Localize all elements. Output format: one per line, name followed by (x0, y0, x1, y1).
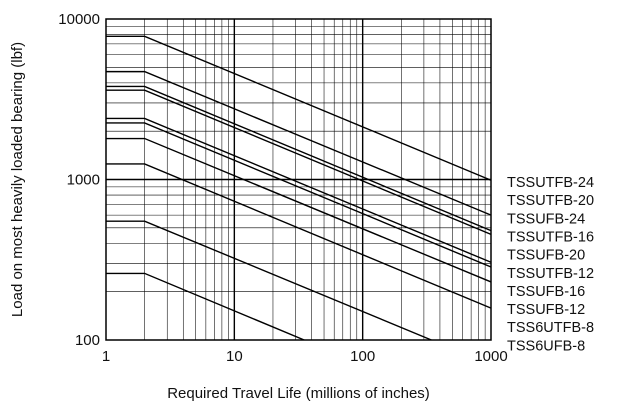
y-axis-label: Load on most heavily loaded bearing (lbf… (9, 42, 26, 317)
series-line (106, 272, 305, 340)
series-label: TSSUTFB-12 (507, 266, 594, 282)
x-axis-label: Required Travel Life (millions of inches… (167, 385, 430, 402)
series-label: TSS6UFB-8 (507, 338, 585, 354)
y-tick-label: 100 (75, 332, 100, 349)
series-lines (106, 35, 491, 340)
series-labels: TSSUTFB-24 TSSUTFB-20 TSSUFB-24 TSSUTFB-16 T… (507, 175, 594, 354)
x-tick-label: 1 (102, 348, 110, 365)
series-label: TSSUTFB-20 (507, 193, 594, 209)
series-label: TSS6UTFB-8 (507, 320, 594, 336)
y-tick-label: 1000 (67, 172, 100, 189)
grid (106, 19, 491, 340)
x-tick-label: 10 (226, 348, 243, 365)
series-line (106, 85, 491, 232)
series-line (106, 89, 491, 236)
series-line (106, 122, 491, 268)
series-label: TSSUFB-12 (507, 302, 585, 318)
series-line (106, 35, 491, 181)
series-line (106, 117, 491, 263)
x-axis-ticks: 1 10 100 1000 (102, 348, 508, 365)
series-label: TSSUTFB-16 (507, 229, 594, 245)
series-line (106, 70, 491, 216)
series-label: TSSUFB-16 (507, 284, 585, 300)
series-label: TSSUFB-24 (507, 211, 585, 227)
series-line (106, 137, 491, 283)
series-label: TSSUFB-20 (507, 248, 585, 264)
series-label: TSSUTFB-24 (507, 175, 594, 191)
series-line (106, 163, 491, 309)
x-tick-label: 1000 (474, 348, 507, 365)
y-tick-label: 10000 (58, 11, 100, 28)
series-line (106, 220, 432, 340)
plot-frame (105, 18, 492, 341)
y-axis-ticks: 100 1000 10000 (58, 11, 100, 349)
x-tick-label: 100 (350, 348, 375, 365)
